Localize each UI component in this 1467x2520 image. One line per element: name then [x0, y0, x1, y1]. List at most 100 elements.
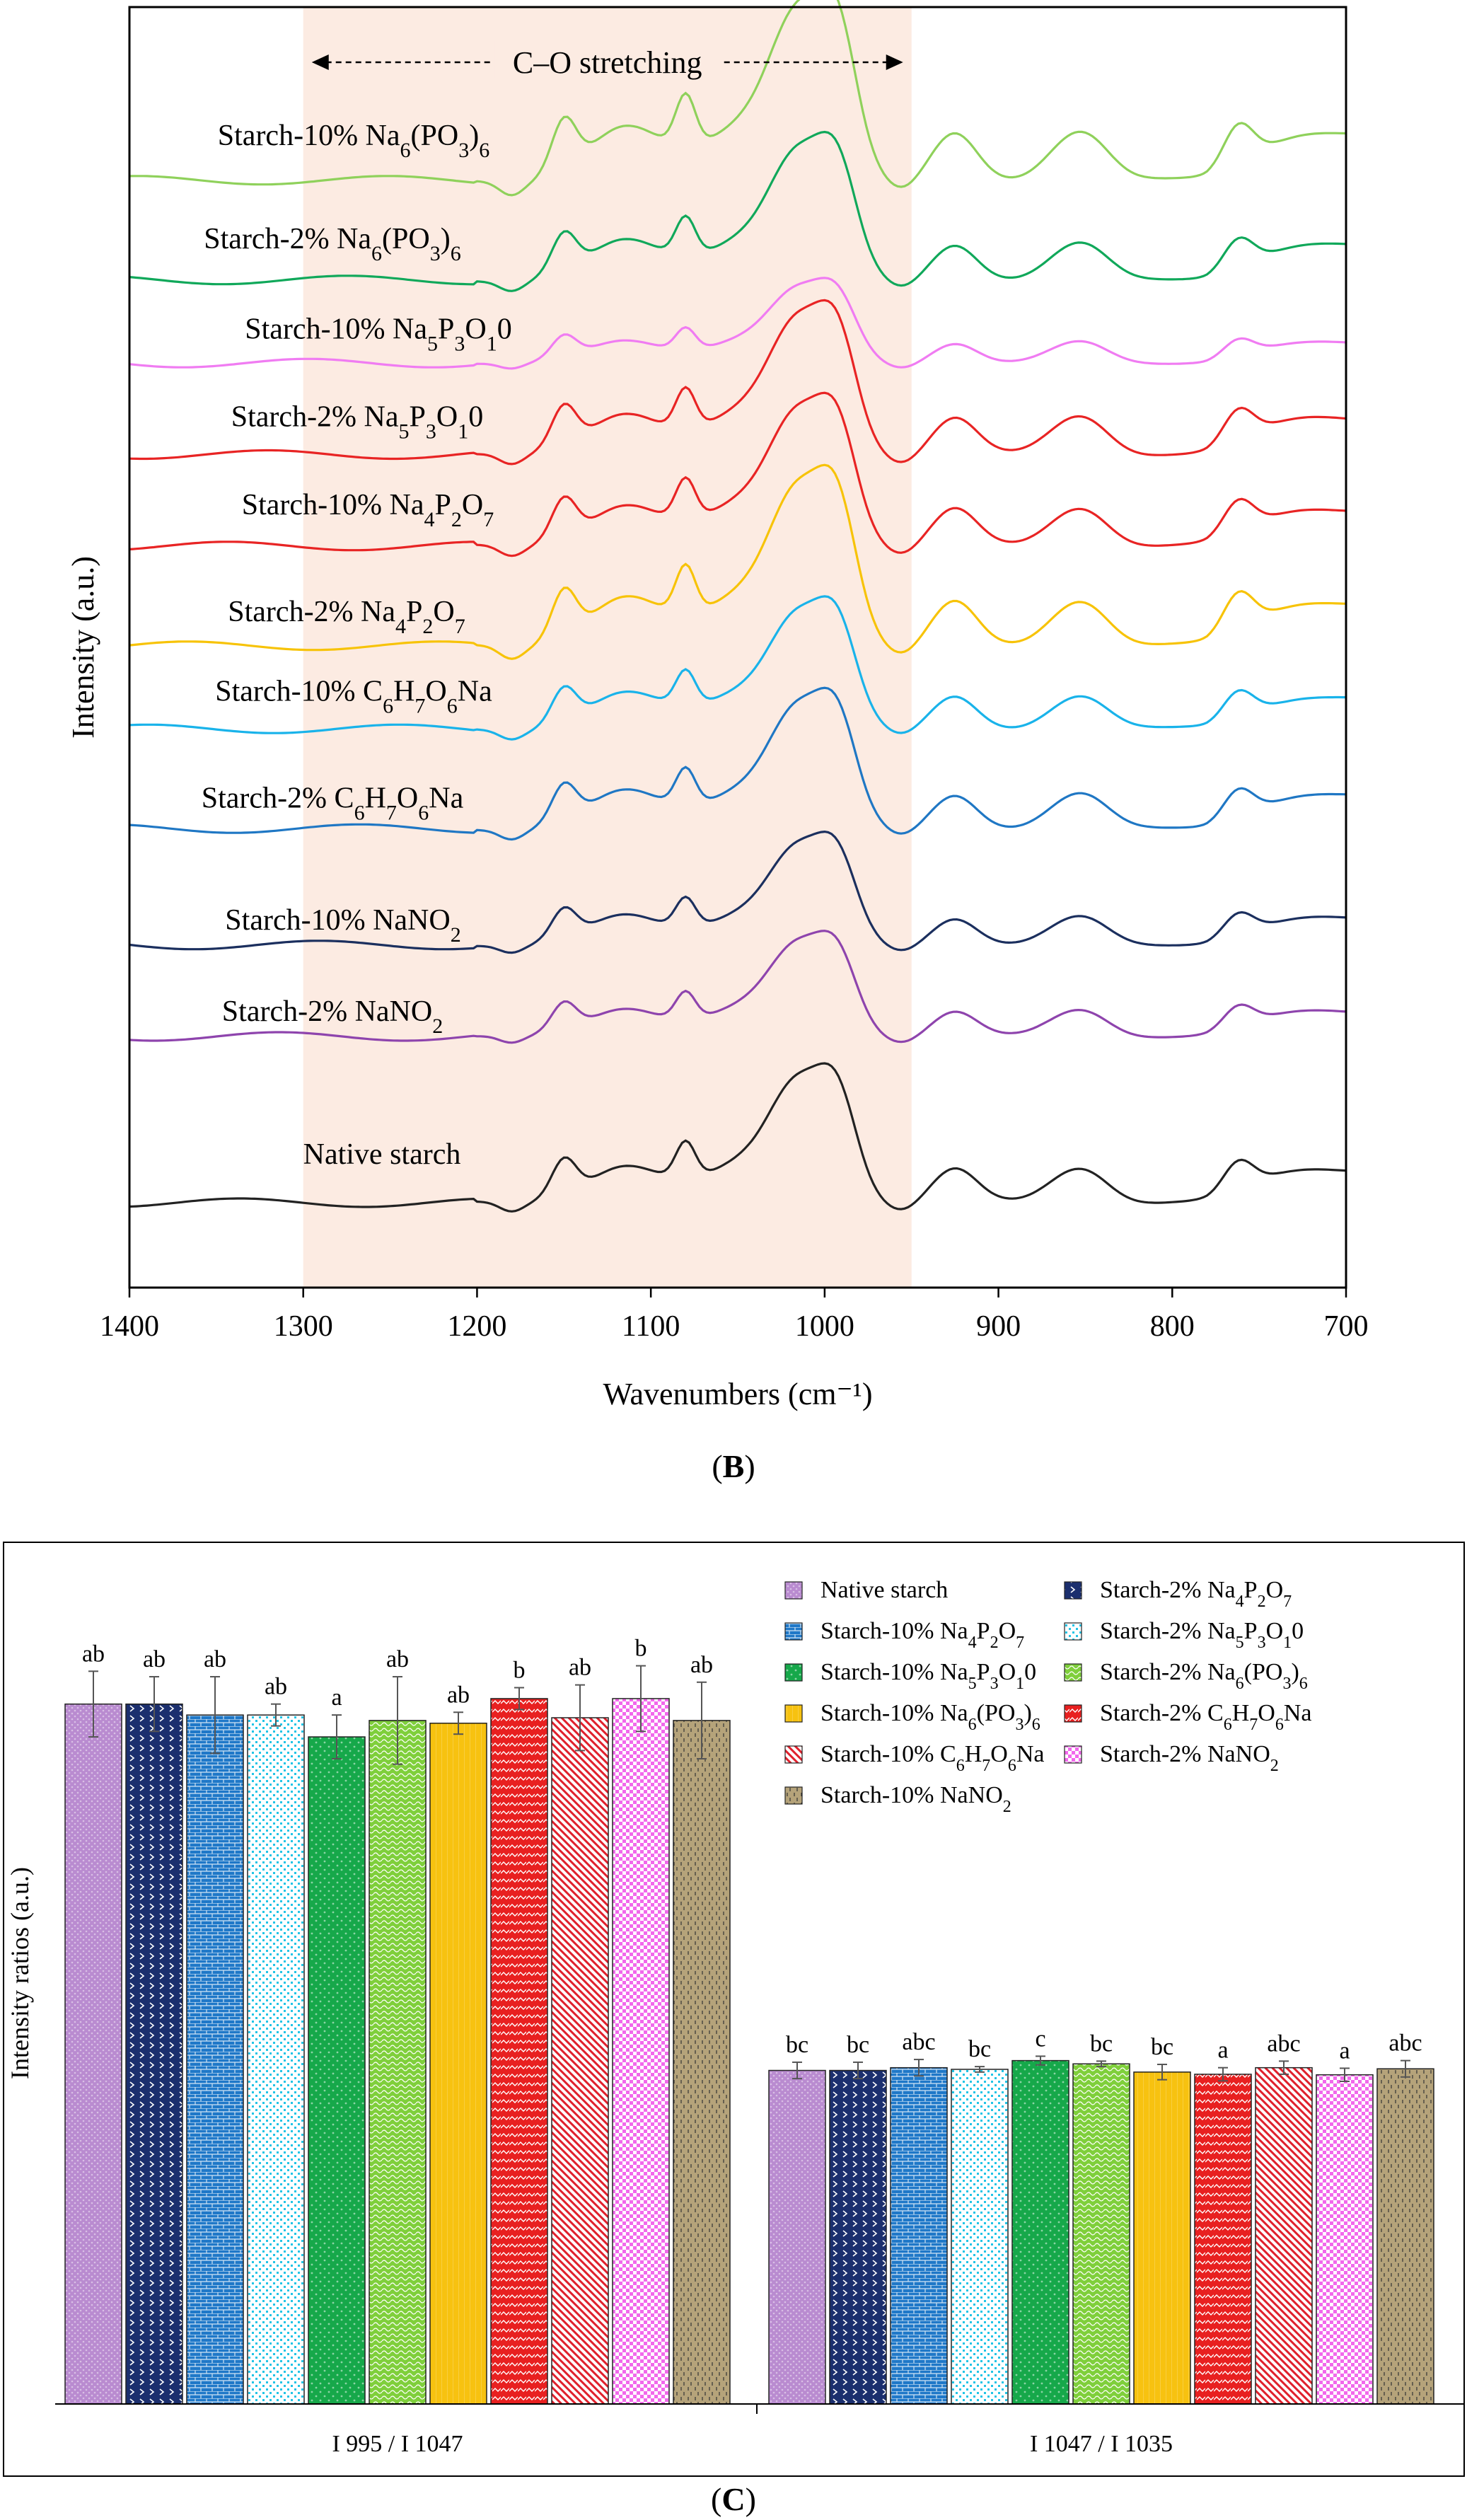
bar-hmp_10-1 — [1133, 2071, 1191, 2405]
significance-letter: ab — [386, 1646, 409, 1672]
spectrum-line-pyro_10 — [129, 391, 1347, 557]
bar-pyro_10-0 — [186, 1714, 244, 2405]
legend-swatch-hmp_10 — [784, 1704, 803, 1723]
significance-letter: bc — [1151, 2034, 1173, 2060]
significance-letter: a — [1339, 2038, 1350, 2064]
significance-letter: bc — [1090, 2030, 1113, 2057]
legend-label-tpp_2: Starch-2% Na5P3O10 — [1100, 1618, 1304, 1652]
bar-native-0 — [64, 1703, 122, 2405]
bar-pyro_2-1 — [829, 2069, 887, 2405]
c-o-stretching-annotation: C–O stretching — [311, 41, 903, 80]
significance-letter: a — [331, 1684, 342, 1711]
panel-c-intensity-ratios: ab ab ab ab a ab ab b ab b ab bc bc abc bc c bc bc a abc a ab… — [3, 1542, 1465, 2517]
panel-c-caption: (C) — [711, 2481, 756, 2517]
legend-swatch-asc_2 — [1064, 1704, 1082, 1723]
spectrum-line-asc_2 — [129, 686, 1347, 841]
significance-letter: abc — [1388, 2030, 1422, 2057]
x-tick-label: 800 — [1150, 1310, 1195, 1343]
legend-swatch-asc_10 — [784, 1745, 803, 1764]
legend-swatch-pyro_10 — [784, 1622, 803, 1641]
panel-c-letter: C — [721, 2481, 745, 2517]
significance-letter: ab — [265, 1674, 287, 1700]
significance-letter: c — [1035, 2025, 1045, 2052]
arrowhead-right-icon — [886, 54, 903, 70]
bar-nano2_2-1 — [1316, 2074, 1374, 2405]
bar-asc_10-0 — [551, 1717, 609, 2405]
x-axis-ticks: 1400 1300 1200 1100 1000 900 800 700 — [100, 1288, 1369, 1343]
spectrum-label-asc_10: Starch-10% C6H7O6Na — [215, 675, 492, 717]
bar-nano2_2-0 — [612, 1698, 670, 2405]
x-tick-label: 700 — [1324, 1310, 1369, 1343]
significance-letter: ab — [447, 1682, 470, 1708]
spectrum-line-tpp_10 — [129, 277, 1347, 370]
panel-b-letter: B — [723, 1448, 745, 1484]
legend-label-tpp_10: Starch-10% Na5P3O10 — [821, 1659, 1036, 1693]
legend-swatch-tpp_2 — [1064, 1622, 1082, 1641]
significance-letter: ab — [569, 1655, 591, 1681]
spectrum-label-hmp_10: Starch-10% Na6(PO3)6 — [218, 120, 489, 162]
significance-letter: ab — [204, 1646, 226, 1672]
bar-native-1 — [768, 2069, 826, 2405]
x-tick-label: 1400 — [100, 1310, 159, 1343]
significance-letter: abc — [902, 2029, 935, 2055]
legend-label-native: Native starch — [821, 1577, 948, 1603]
spectrum-label-tpp_2: Starch-2% Na5P3O10 — [231, 401, 483, 444]
bar-hmp_2-1 — [1072, 2063, 1130, 2405]
spectrum-label-hmp_2: Starch-2% Na6(PO3)6 — [204, 223, 460, 265]
spectrum-label-pyro_2: Starch-2% Na4P2O7 — [228, 596, 465, 638]
bar-tpp_10-1 — [1011, 2059, 1069, 2405]
significance-letter: bc — [847, 2032, 869, 2058]
bar-pyro_10-1 — [890, 2067, 948, 2405]
legend-swatch-tpp_10 — [784, 1663, 803, 1682]
bar-hmp_2-0 — [369, 1720, 427, 2405]
spectrum-line-native — [129, 1062, 1347, 1213]
spectrum-label-pyro_10: Starch-10% Na4P2O7 — [242, 489, 494, 531]
legend: Native starch Starch-2% Na4P2O7 Starch-10%… — [784, 1577, 1311, 1816]
significance-letter: bc — [786, 2032, 808, 2058]
legend-swatch-hmp_2 — [1064, 1663, 1082, 1682]
category-label: I 1047 / I 1035 — [1030, 2431, 1173, 2457]
spectrum-line-nano2_2 — [129, 930, 1347, 1044]
spectrum-label-nano2_2: Starch-2% NaNO2 — [222, 995, 443, 1038]
legend-label-asc_2: Starch-2% C6H7O6Na — [1100, 1700, 1311, 1734]
bar-hmp_10-0 — [429, 1722, 487, 2405]
spectrum-line-tpp_2 — [129, 299, 1347, 466]
category-label: I 995 / I 1047 — [332, 2431, 463, 2457]
spectrum-label-tpp_10: Starch-10% Na5P3O10 — [245, 313, 511, 355]
annotation-background — [494, 41, 720, 78]
bar-asc_2-0 — [490, 1698, 548, 2405]
significance-letter: ab — [82, 1641, 105, 1667]
bar-tpp_2-0 — [247, 1714, 305, 2405]
legend-label-pyro_10: Starch-10% Na4P2O7 — [821, 1618, 1024, 1652]
spectra-curves — [129, 0, 1347, 1213]
annotation-text: C–O stretching — [513, 45, 702, 80]
significance-letter: bc — [968, 2036, 991, 2062]
legend-label-nano2_10: Starch-10% NaNO2 — [821, 1782, 1011, 1816]
x-tick-label: 1100 — [622, 1310, 680, 1343]
spectrum-line-nano2_10 — [129, 830, 1347, 954]
significance-letter: ab — [143, 1646, 166, 1672]
panel-b-ftir-spectra: Native starch Starch-2% NaNO2 Starch-10% N… — [66, 0, 1369, 1484]
legend-label-asc_10: Starch-10% C6H7O6Na — [821, 1741, 1044, 1775]
spectrum-line-pyro_2 — [129, 463, 1347, 660]
significance-letter: b — [635, 1636, 647, 1662]
significance-letter: a — [1217, 2038, 1228, 2064]
bar-tpp_10-0 — [308, 1736, 366, 2405]
significance-letter: ab — [690, 1652, 713, 1678]
x-tick-label: 1000 — [795, 1310, 854, 1343]
legend-swatch-nano2_10 — [784, 1786, 803, 1805]
y-axis-label: Intensity (a.u.) — [66, 556, 100, 739]
spectrum-label-asc_2: Starch-2% C6H7O6Na — [202, 782, 464, 824]
x-tick-label: 1200 — [447, 1310, 506, 1343]
bar-pyro_2-0 — [125, 1703, 183, 2405]
category-labels: I 995 / I 1047 I 1047 / I 1035 — [332, 2431, 1173, 2457]
x-axis-label: Wavenumbers (cm⁻¹) — [603, 1377, 872, 1411]
x-tick-label: 1300 — [274, 1310, 333, 1343]
legend-label-nano2_2: Starch-2% NaNO2 — [1100, 1741, 1279, 1775]
bar-nano2_10-0 — [673, 1720, 731, 2405]
bar-asc_2-1 — [1194, 2074, 1252, 2405]
y-axis-label: Intensity ratios (a.u.) — [6, 1867, 34, 2079]
legend-label-hmp_2: Starch-2% Na6(PO3)6 — [1100, 1659, 1308, 1693]
c-o-stretching-region — [303, 7, 912, 1288]
